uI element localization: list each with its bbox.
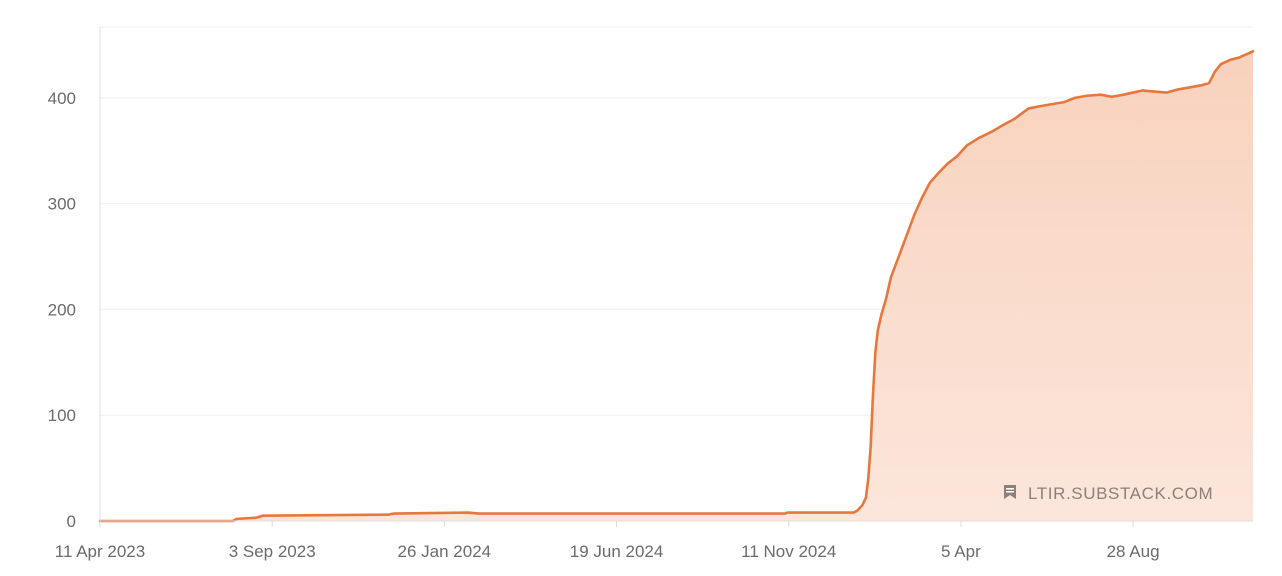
- x-tick-label: 28 Aug: [1107, 542, 1160, 561]
- x-tick-label: 26 Jan 2024: [398, 542, 492, 561]
- series-line: [98, 50, 1255, 523]
- y-tick-label: 100: [48, 406, 76, 425]
- bookmark-icon: [1004, 485, 1016, 499]
- x-tick-label: 19 Jun 2024: [570, 542, 664, 561]
- watermark-text: LTIR.SUBSTACK.COM: [1028, 484, 1213, 503]
- series-area: [100, 51, 1253, 521]
- y-tick-label: 200: [48, 300, 76, 319]
- y-tick-label: 300: [48, 195, 76, 214]
- y-axis-ticks: 0 100 200 300 400: [48, 89, 76, 531]
- area-layer: [98, 50, 1255, 523]
- y-tick-label: 400: [48, 89, 76, 108]
- x-tick-label: 3 Sep 2023: [229, 542, 316, 561]
- y-tick-label: 0: [67, 512, 76, 531]
- x-tick-label: 11 Nov 2024: [741, 542, 836, 561]
- axes: [99, 27, 1253, 522]
- x-axis-ticks: 11 Apr 2023 3 Sep 2023 26 Jan 2024 19 Jun 2…: [55, 521, 1160, 561]
- x-tick-label: 5 Apr: [941, 542, 981, 561]
- watermark: LTIR.SUBSTACK.COM: [1004, 484, 1213, 503]
- x-tick-label: 11 Apr 2023: [55, 542, 145, 561]
